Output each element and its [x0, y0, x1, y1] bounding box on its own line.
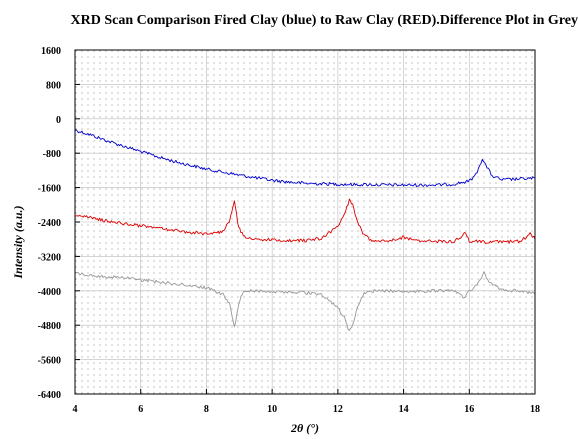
y-tick-label: -4000	[38, 287, 61, 298]
y-tick-label: 1600	[41, 46, 61, 57]
y-tick-label: -800	[43, 149, 61, 160]
x-axis: 4 6 8 10 12 14 16 18	[73, 389, 540, 415]
y-tick-label: 800	[46, 80, 61, 91]
x-tick-label: 14	[399, 404, 409, 415]
y-tick-label: -4800	[38, 321, 61, 332]
x-tick-label: 6	[138, 404, 143, 415]
x-tick-label: 8	[204, 404, 209, 415]
difference-series	[74, 271, 536, 331]
y-axis: 1600 800 0 -800 -1600 -2400 -3200 -4000 -4800 -56…	[38, 46, 80, 401]
x-tick-label: 18	[530, 404, 540, 415]
y-tick-label: -6400	[38, 390, 61, 401]
x-tick-label: 16	[464, 404, 474, 415]
series-layer	[74, 129, 536, 331]
y-tick-label: -5600	[38, 356, 61, 367]
y-tick-label: -2400	[38, 218, 61, 229]
chart-title: XRD Scan Comparison Fired Clay (blue) to…	[71, 13, 578, 28]
y-axis-label: Intensity (a.u.)	[11, 205, 25, 279]
x-tick-label: 12	[333, 404, 343, 415]
x-tick-label: 4	[73, 404, 78, 415]
fired-clay-series	[74, 129, 536, 188]
x-axis-label: 2θ (°)	[290, 421, 319, 435]
y-tick-label: -1600	[38, 184, 61, 195]
raw-clay-series	[74, 198, 536, 245]
y-tick-label: -3200	[38, 252, 61, 263]
x-tick-label: 10	[267, 404, 277, 415]
y-tick-label: 0	[56, 115, 61, 126]
